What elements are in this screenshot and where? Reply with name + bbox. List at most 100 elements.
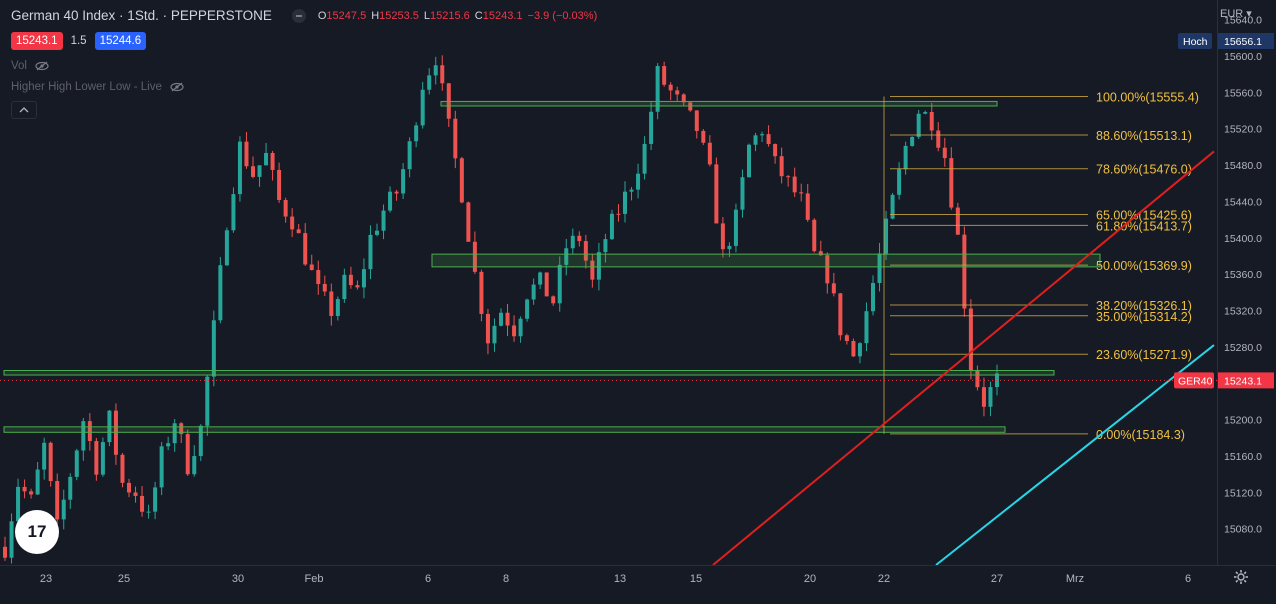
candle-body	[981, 387, 986, 407]
candle-body	[551, 296, 556, 304]
candle-body	[799, 192, 804, 194]
candle-body	[153, 487, 158, 512]
y-tick-label: 15280.0	[1224, 342, 1262, 354]
trendline-cyan	[935, 344, 1215, 566]
candle-body	[55, 481, 60, 520]
candle-body	[694, 110, 699, 131]
collapse-legend-button[interactable]	[11, 101, 37, 119]
x-tick-label: 6	[425, 573, 431, 585]
candle-body	[949, 158, 954, 208]
candle-body	[427, 75, 432, 90]
candle-body	[649, 111, 654, 144]
eye-hidden-icon[interactable]	[35, 61, 49, 71]
candle-body	[825, 255, 830, 284]
y-tick-label: 15320.0	[1224, 305, 1262, 317]
x-tick-label: 13	[614, 573, 626, 585]
x-tick-label: 22	[878, 573, 890, 585]
change-value: −3.9 (−0.03%)	[527, 9, 598, 22]
candle-body	[831, 283, 836, 294]
candle-body	[662, 66, 667, 85]
x-tick-label: 30	[232, 573, 244, 585]
candle-body	[786, 176, 791, 178]
candle-body	[805, 193, 810, 220]
candle-body	[283, 199, 288, 217]
candle-body	[492, 325, 497, 344]
candle-body	[936, 130, 941, 148]
zones-layer	[3, 100, 1101, 433]
fib-level-label: 100.00%(15555.4)	[1096, 91, 1199, 105]
candle-body	[257, 165, 262, 177]
candle-body	[472, 241, 477, 272]
candle-body	[198, 425, 203, 457]
indicator-hhll[interactable]: Higher High Lower Low - Live	[11, 81, 184, 93]
axes-layer: 15080.015120.015160.015200.015240.015280…	[0, 0, 1276, 585]
candle-body	[479, 271, 484, 314]
gear-icon[interactable]	[1233, 569, 1249, 585]
y-tick-label: 15160.0	[1224, 451, 1262, 463]
candle-body	[857, 343, 862, 357]
candle-body	[251, 166, 255, 177]
ohlc-readout: O15247.5 H15253.5 L15215.6 C15243.1 −3.9 (−0…	[318, 10, 602, 22]
eye-hidden-icon[interactable]	[170, 82, 184, 92]
x-tick-label: 15	[690, 573, 702, 585]
candle-body	[910, 136, 915, 146]
high-badge-label: Hoch	[1183, 36, 1208, 48]
candle-body	[962, 234, 967, 309]
fib-level-label: 38.20%(15326.1)	[1096, 299, 1192, 313]
currency-selector[interactable]: EUR ▾	[1220, 7, 1252, 20]
candle-body	[512, 325, 517, 337]
candle-body	[355, 285, 360, 288]
y-tick-label: 15200.0	[1224, 415, 1262, 427]
candle-body	[851, 341, 856, 357]
chart-header: German 40 Index · 1Std. · PEPPERSTONE O1…	[11, 8, 602, 23]
x-tick-label: 6	[1185, 573, 1191, 585]
candle-body	[133, 492, 138, 496]
trendline-red	[712, 150, 1215, 566]
candle-body	[140, 495, 145, 512]
open-label: O	[317, 9, 327, 22]
symbol-badge-label: GER40	[1178, 375, 1213, 387]
symbol-badge-bg	[1174, 372, 1214, 389]
candle-body	[773, 144, 778, 157]
candle-body	[244, 141, 249, 167]
price-scale-bg	[1218, 0, 1276, 565]
y-tick-label: 15440.0	[1224, 196, 1262, 208]
candle-body	[538, 272, 543, 285]
candle-body	[675, 90, 680, 95]
price-buttons: 15243.1 1.5 15244.6	[11, 32, 147, 50]
candle-body	[94, 441, 99, 475]
candle-body	[16, 486, 21, 522]
buy-price-button[interactable]: 15244.6	[94, 32, 147, 50]
sell-price-button[interactable]: 15243.1	[11, 32, 63, 50]
candle-body	[577, 235, 582, 242]
candle-body	[844, 335, 849, 342]
candle-body	[231, 194, 236, 231]
indicator-vol[interactable]: Vol	[11, 60, 49, 72]
tradingview-logo[interactable]: 17	[15, 510, 59, 554]
candle-body	[570, 235, 575, 249]
candle-body	[407, 141, 412, 170]
support-resistance-zone	[3, 426, 1006, 433]
chevron-down-icon: ▾	[1243, 8, 1252, 20]
low-label: L	[423, 9, 431, 22]
symbol-title[interactable]: German 40 Index · 1Std. · PEPPERSTONE	[11, 8, 272, 23]
y-tick-label: 15400.0	[1224, 233, 1262, 245]
candle-body	[916, 113, 921, 137]
candle-body	[290, 216, 295, 230]
y-tick-label: 15600.0	[1224, 51, 1262, 63]
candle-body	[753, 135, 758, 145]
candle-body	[864, 311, 869, 344]
candle-body	[890, 194, 895, 219]
candle-body	[420, 89, 425, 126]
candle-body	[211, 320, 216, 377]
close-value: 15243.1	[482, 9, 523, 22]
last-price-badge-bg	[1218, 372, 1274, 389]
candle-body	[368, 234, 373, 270]
candle-body	[988, 387, 993, 407]
fib-level-label: 88.60%(15513.1)	[1096, 129, 1192, 143]
candle-body	[127, 482, 131, 493]
minus-icon[interactable]	[291, 8, 306, 23]
chevron-up-icon	[19, 107, 29, 113]
